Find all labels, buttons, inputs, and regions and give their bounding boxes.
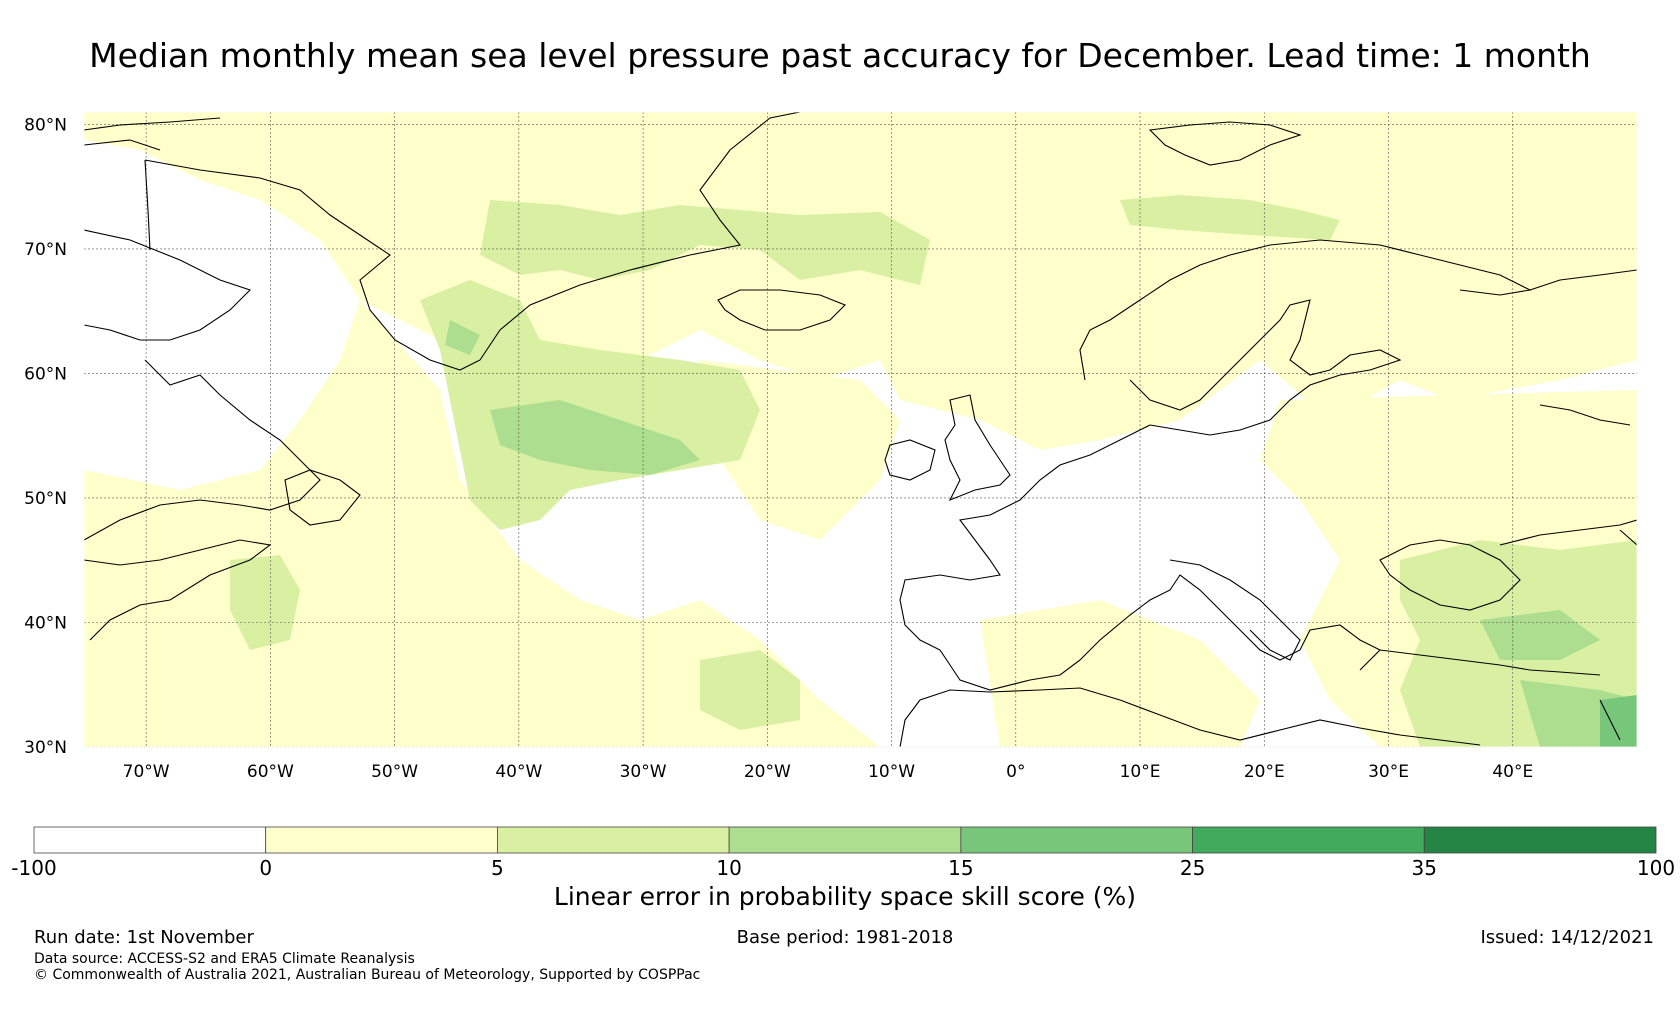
lon-label: 20°E <box>1244 762 1285 782</box>
skill-area-light-green <box>230 555 300 650</box>
skill-area-light-green <box>700 650 800 730</box>
skill-area-green <box>445 320 480 355</box>
coast-norway <box>1079 239 1532 381</box>
coast-caspian <box>1599 529 1637 741</box>
lon-label: 30°E <box>1368 762 1409 782</box>
colorbar-segment <box>265 826 498 854</box>
coast-italy <box>1169 559 1301 661</box>
latitude-labels: 80°N 70°N 60°N 50°N 40°N 30°N <box>24 115 67 758</box>
lon-label: 40°W <box>495 762 542 782</box>
coast-labrador <box>84 359 321 541</box>
data-source: Data source: ACCESS-S2 and ERA5 Climate … <box>34 951 415 967</box>
coast-ireland <box>884 439 936 481</box>
colorbar-tick-label: 25 <box>1180 856 1205 880</box>
coast-mediterranean-north <box>1079 574 1381 671</box>
map-title: Median monthly mean sea level pressure p… <box>89 36 1591 75</box>
coast-black-sea <box>1379 539 1521 611</box>
skill-area-yellow <box>84 112 1637 450</box>
colorbar-segment <box>1192 826 1425 854</box>
coast-baffin <box>84 229 252 341</box>
coast-greenland <box>144 112 801 371</box>
graticule <box>84 112 1637 748</box>
lat-label: 50°N <box>24 489 67 509</box>
colorbar-segment <box>1423 826 1657 854</box>
colorbar-segment <box>728 826 962 854</box>
colorbar-tick-label: 5 <box>491 856 504 880</box>
lon-label: 50°W <box>371 762 418 782</box>
colorbar-segment <box>33 826 267 854</box>
coastlines <box>84 112 1637 747</box>
lat-label: 70°N <box>24 240 67 260</box>
colorbar-tick-label: 0 <box>259 856 272 880</box>
coast-europe-west <box>899 424 1151 691</box>
colorbar-tick-label: -100 <box>11 856 56 880</box>
coast-north-africa <box>899 687 1481 747</box>
lat-label: 80°N <box>24 115 67 135</box>
coast-turkey <box>1379 519 1637 676</box>
lon-label: 40°E <box>1492 762 1533 782</box>
skill-area-light-green <box>1120 195 1340 240</box>
lat-label: 30°N <box>24 738 67 758</box>
lat-label: 40°N <box>24 613 67 633</box>
coast-newfoundland <box>284 469 361 526</box>
lat-label: 60°N <box>24 364 67 384</box>
longitude-labels: 70°W 60°W 50°W 40°W 30°W 20°W 10°W 0° 10°E 20°E 30… <box>123 762 1534 782</box>
coast-russia-north <box>1529 269 1637 426</box>
colorbar-tick-label: 10 <box>716 856 741 880</box>
run-date: Run date: 1st November <box>34 927 254 948</box>
coast-canada-islands <box>84 117 221 151</box>
lon-label: 20°W <box>744 762 791 782</box>
colorbar-tick-label: 15 <box>948 856 973 880</box>
colorbar-segment <box>960 826 1193 854</box>
coast-nova-scotia <box>84 539 272 641</box>
copyright: © Commonwealth of Australia 2021, Austra… <box>34 967 701 983</box>
coast-great-britain <box>944 394 1011 502</box>
colorbar <box>33 826 1657 854</box>
skill-area-green <box>490 400 700 475</box>
skill-area-light-green <box>480 200 930 285</box>
plot-frame <box>83 111 1638 748</box>
lon-label: 0° <box>1006 762 1025 782</box>
lon-label: 30°W <box>620 762 667 782</box>
skill-area-darker-green <box>1600 695 1637 747</box>
colorbar-tick-labels: -100 0 5 10 15 25 35 100 <box>11 856 1675 880</box>
colorbar-tick-label: 35 <box>1412 856 1437 880</box>
lon-label: 60°W <box>247 762 294 782</box>
lon-label: 70°W <box>123 762 170 782</box>
colorbar-tick-label: 100 <box>1637 856 1675 880</box>
skill-field <box>84 112 1637 747</box>
coast-iceland <box>717 289 846 331</box>
colorbar-label: Linear error in probability space skill … <box>554 882 1136 911</box>
skill-area-yellow <box>980 600 1260 747</box>
base-period: Base period: 1981-2018 <box>736 927 954 948</box>
coast-svalbard <box>1148 121 1302 166</box>
coast-sweden-baltic <box>1129 299 1402 436</box>
issued-date: Issued: 14/12/2021 <box>1480 927 1654 948</box>
lon-label: 10°W <box>868 762 915 782</box>
colorbar-segment <box>497 826 730 854</box>
lon-label: 10°E <box>1120 762 1161 782</box>
